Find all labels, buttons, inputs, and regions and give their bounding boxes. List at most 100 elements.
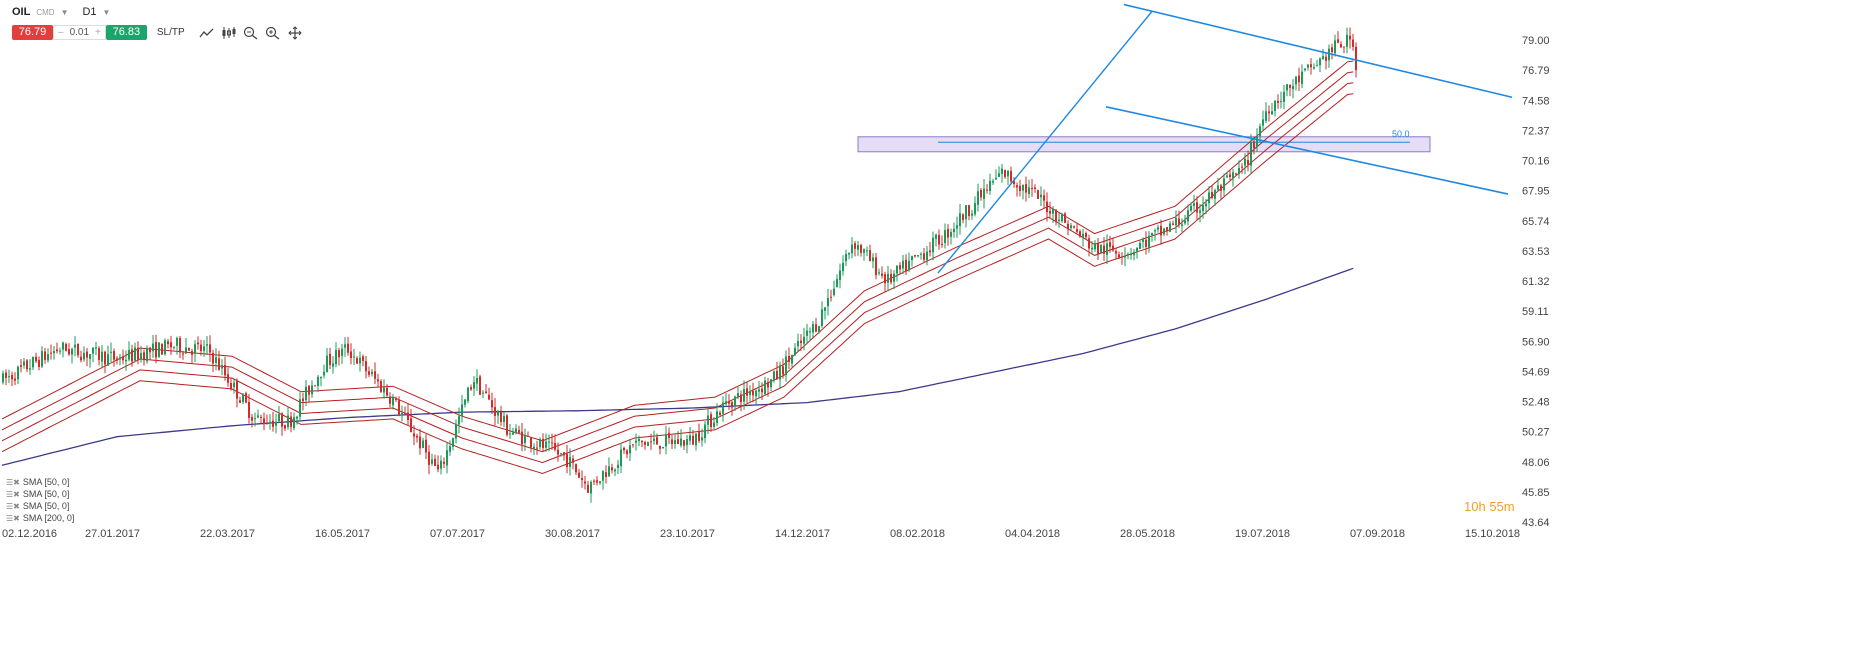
candle[interactable]: [911, 255, 913, 267]
candle[interactable]: [113, 348, 115, 367]
volume-decrease-button[interactable]: –: [58, 27, 64, 38]
candle[interactable]: [428, 445, 430, 475]
candle[interactable]: [1064, 212, 1066, 224]
candle[interactable]: [404, 406, 406, 415]
candle[interactable]: [599, 481, 601, 486]
candle[interactable]: [767, 377, 769, 397]
candle[interactable]: [161, 343, 163, 355]
candle[interactable]: [821, 301, 823, 328]
candle[interactable]: [59, 347, 61, 355]
candle[interactable]: [728, 394, 730, 410]
candle[interactable]: [1082, 228, 1084, 247]
candle[interactable]: [185, 337, 187, 355]
candle[interactable]: [80, 350, 82, 363]
candle[interactable]: [572, 455, 574, 470]
candle[interactable]: [794, 343, 796, 356]
candle[interactable]: [326, 348, 328, 373]
candle[interactable]: [587, 480, 589, 494]
candle[interactable]: [209, 335, 211, 362]
candle[interactable]: [1070, 222, 1072, 231]
candle[interactable]: [674, 433, 676, 449]
candle[interactable]: [1244, 153, 1246, 175]
candle[interactable]: [1193, 194, 1195, 211]
candle[interactable]: [434, 454, 436, 467]
candle[interactable]: [617, 459, 619, 475]
candle[interactable]: [566, 444, 568, 474]
candle[interactable]: [1229, 170, 1231, 181]
candle[interactable]: [845, 249, 847, 267]
candle[interactable]: [605, 465, 607, 484]
candle[interactable]: [635, 433, 637, 451]
candle[interactable]: [1145, 231, 1147, 255]
candle[interactable]: [671, 434, 673, 450]
candle[interactable]: [1289, 84, 1291, 97]
candle[interactable]: [611, 463, 613, 474]
candle[interactable]: [443, 457, 445, 468]
candle[interactable]: [266, 414, 268, 425]
candle[interactable]: [608, 457, 610, 477]
candle[interactable]: [221, 359, 223, 376]
candle[interactable]: [365, 355, 367, 379]
candle[interactable]: [227, 367, 229, 387]
candle[interactable]: [707, 407, 709, 434]
candle[interactable]: [950, 228, 952, 245]
candle[interactable]: [92, 347, 94, 363]
settings-icon[interactable]: ☰✖: [6, 489, 20, 499]
candle[interactable]: [299, 392, 301, 422]
candle[interactable]: [518, 425, 520, 435]
candle[interactable]: [1295, 75, 1297, 91]
settings-icon[interactable]: ☰✖: [6, 513, 20, 523]
candle[interactable]: [1106, 234, 1108, 265]
candle[interactable]: [1334, 34, 1336, 57]
candle[interactable]: [626, 449, 628, 459]
candle[interactable]: [1322, 49, 1324, 60]
candle[interactable]: [929, 241, 931, 257]
candle[interactable]: [548, 434, 550, 452]
candle[interactable]: [800, 334, 802, 351]
candle[interactable]: [239, 396, 241, 403]
candle[interactable]: [995, 169, 997, 180]
candle[interactable]: [1067, 220, 1069, 236]
candle[interactable]: [341, 343, 343, 365]
candle[interactable]: [29, 359, 31, 375]
candle[interactable]: [920, 252, 922, 260]
candle[interactable]: [731, 400, 733, 416]
candle[interactable]: [1352, 33, 1354, 51]
candle[interactable]: [1292, 79, 1294, 99]
candle[interactable]: [455, 419, 457, 444]
candle[interactable]: [134, 342, 136, 363]
candle[interactable]: [1109, 235, 1111, 253]
chevron-down-icon[interactable]: ▼: [102, 7, 111, 17]
candle[interactable]: [56, 342, 58, 354]
candle[interactable]: [320, 376, 322, 387]
candle[interactable]: [1007, 170, 1009, 185]
candle[interactable]: [749, 385, 751, 402]
candle[interactable]: [1049, 201, 1051, 218]
candle[interactable]: [866, 246, 868, 257]
candle[interactable]: [101, 345, 103, 369]
candle[interactable]: [464, 398, 466, 408]
candle[interactable]: [248, 394, 250, 424]
candle[interactable]: [1241, 163, 1243, 174]
candle[interactable]: [1040, 186, 1042, 207]
candle[interactable]: [17, 365, 19, 385]
candle[interactable]: [812, 321, 814, 338]
candle[interactable]: [533, 443, 535, 456]
candle[interactable]: [875, 252, 877, 280]
candle[interactable]: [173, 346, 175, 350]
candle[interactable]: [764, 376, 766, 396]
candle[interactable]: [335, 342, 337, 368]
candle[interactable]: [737, 386, 739, 400]
candle[interactable]: [71, 347, 73, 364]
candle[interactable]: [350, 343, 352, 365]
candle[interactable]: [167, 338, 169, 349]
candle[interactable]: [677, 431, 679, 445]
candle[interactable]: [1175, 210, 1177, 234]
candle[interactable]: [791, 354, 793, 369]
candle[interactable]: [1004, 169, 1006, 179]
candle[interactable]: [1307, 63, 1309, 71]
candle[interactable]: [809, 327, 811, 341]
candle[interactable]: [962, 213, 964, 224]
candle[interactable]: [1031, 178, 1033, 197]
